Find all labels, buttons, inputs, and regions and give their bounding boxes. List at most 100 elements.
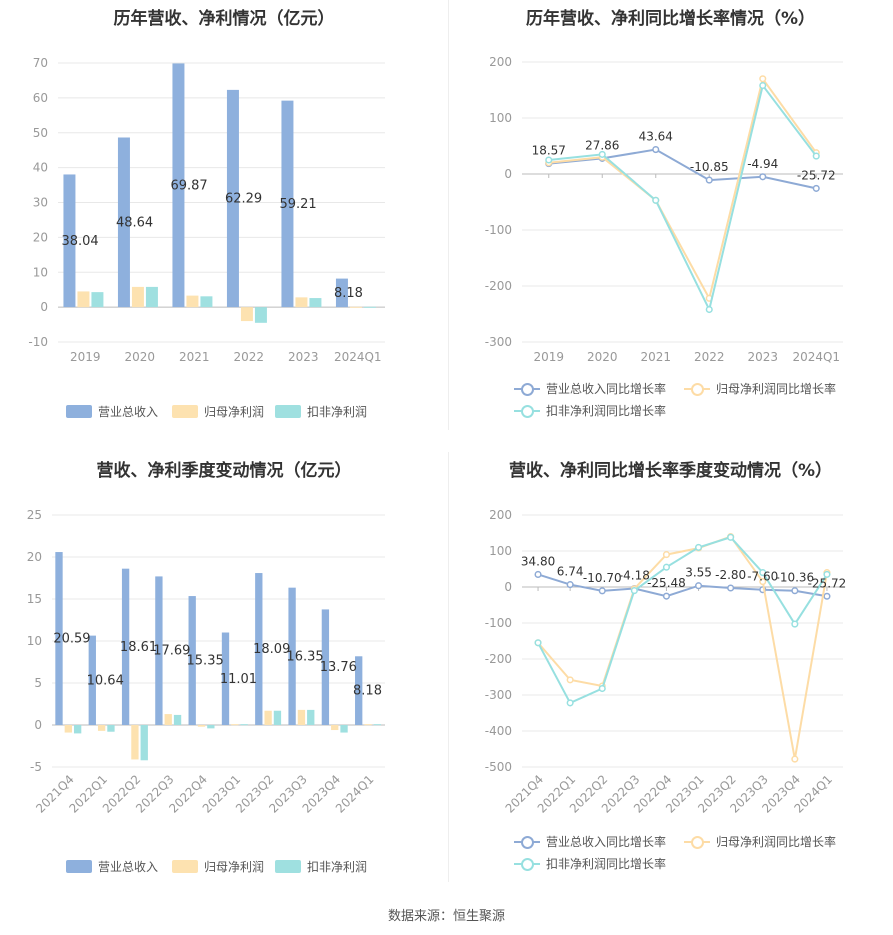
y-tick-label: 100 — [489, 111, 512, 125]
chart-title: 历年营收、净利情况（亿元） — [113, 9, 335, 29]
series-point — [759, 578, 767, 586]
y-tick-label: 25 — [27, 508, 42, 522]
series-point — [759, 75, 767, 83]
legend-label: 营业总收入同比增长率 — [546, 835, 667, 849]
legend-item[interactable]: 归母净利润同比增长率 — [684, 833, 836, 850]
x-tick-label: 2023 — [747, 350, 778, 364]
legend-label: 归母净利润 — [204, 860, 265, 874]
x-tick-label: 2020 — [587, 350, 618, 364]
legend-item[interactable]: 归母净利润 — [172, 858, 264, 875]
legend-item[interactable]: 扣非净利润同比增长率 — [514, 402, 666, 419]
legend-swatch — [172, 860, 198, 873]
bar-deducted-profit — [145, 286, 158, 308]
quarterly-growth-chart: -500-400-300-200-10001002002021Q42022Q12… — [485, 508, 847, 816]
bar-data-label: 17.69 — [153, 644, 190, 659]
bar-deducted-profit — [254, 307, 267, 323]
bar-data-label: 20.59 — [53, 632, 90, 647]
bar-net-profit — [77, 291, 90, 308]
bar-data-label: 59.21 — [279, 197, 316, 212]
y-tick-label: 200 — [489, 55, 512, 69]
legend-item[interactable]: 营业总收入同比增长率 — [514, 380, 666, 397]
legend-label: 扣非净利润同比增长率 — [546, 404, 667, 418]
legend-swatch — [172, 405, 198, 418]
series-point — [727, 584, 735, 592]
data-source-label: 数据来源：恒生聚源 — [387, 909, 505, 924]
bar-deducted-profit — [207, 725, 215, 729]
y-tick-label: -100 — [485, 223, 512, 237]
line-data-label: 27.86 — [585, 138, 619, 152]
legend-swatch — [514, 857, 540, 871]
bar-revenue — [335, 278, 348, 308]
bar-net-profit — [231, 724, 239, 726]
legend-item[interactable]: 扣非净利润同比增长率 — [514, 855, 666, 872]
line-data-label: -7.60 — [747, 570, 778, 584]
y-tick-label: 0 — [40, 300, 48, 314]
bar-data-label: 69.87 — [170, 178, 207, 193]
line-data-label: -10.85 — [690, 160, 729, 174]
annual-growth-panel: 历年营收、净利同比增长率情况（%） -300 -200 -100 0 100 200 201… — [448, 0, 893, 430]
x-tick-label: 2024Q1 — [792, 350, 840, 364]
series-point — [545, 156, 553, 164]
series-point — [695, 543, 703, 551]
y-axis: -500 -400 -300 -200 -100 0 100 200 — [485, 508, 843, 774]
line-data-label: 43.64 — [639, 130, 673, 144]
line-data-label: -4.18 — [619, 569, 650, 583]
bar-deducted-profit — [363, 306, 376, 308]
series-point — [630, 587, 638, 595]
legend-item[interactable]: 归母净利润 — [172, 403, 264, 420]
bar-deducted-profit — [73, 725, 82, 734]
series-point — [662, 592, 670, 600]
series-point — [598, 587, 606, 595]
legend-swatch — [275, 860, 301, 873]
bar-revenue — [121, 568, 130, 725]
series-point — [566, 581, 574, 589]
y-tick-label: 10 — [33, 265, 48, 279]
bar-deducted-profit — [200, 296, 213, 308]
legend-swatch — [66, 860, 92, 873]
bar-data-label: 18.09 — [253, 642, 290, 657]
bar-revenue — [226, 89, 239, 308]
legend-item[interactable]: 扣非净利润 — [275, 858, 367, 875]
legend-label: 扣非净利润 — [307, 860, 368, 874]
bar-data-label: 62.29 — [225, 192, 262, 207]
y-axis: -300 -200 -100 0 100 200 — [485, 55, 843, 349]
bar-net-profit — [97, 725, 106, 731]
bar-data-label: 48.64 — [116, 215, 153, 230]
bar-data-label: 11.01 — [220, 672, 257, 687]
bar-net-profit — [295, 297, 308, 308]
bar-revenue — [281, 100, 294, 308]
y-tick-label: 50 — [33, 126, 48, 140]
y-tick-label: 70 — [33, 56, 48, 70]
legend-item[interactable]: 扣非净利润 — [275, 403, 367, 420]
bar-data-label: 8.18 — [353, 684, 382, 699]
series-point — [823, 570, 831, 578]
y-tick-label: -200 — [485, 652, 512, 666]
series-point — [791, 620, 799, 628]
y-tick-label: 15 — [27, 592, 42, 606]
y-axis: -10 0 10 20 30 40 50 60 70 — [28, 56, 385, 349]
y-tick-label: 100 — [489, 544, 512, 558]
y-axis: -5 0 5 10 15 20 25 — [27, 508, 385, 774]
series-point — [534, 570, 542, 579]
quarterly-growth-panel: 营收、净利同比增长率季度变动情况（%） -500 -400 -300 -200 -100… — [448, 452, 893, 892]
line-data-label: 34.80 — [521, 554, 555, 568]
legend-swatch — [514, 835, 540, 849]
legend-item[interactable]: 归母净利润同比增长率 — [684, 380, 836, 397]
legend-label: 归母净利润同比增长率 — [716, 382, 837, 396]
y-tick-label: -300 — [485, 688, 512, 702]
series-point — [727, 533, 735, 541]
legend-item[interactable]: 营业总收入 — [66, 858, 158, 875]
line-data-label: -10.36 — [776, 571, 815, 585]
bars — [63, 63, 376, 323]
lines — [545, 75, 820, 314]
legend-item[interactable]: 营业总收入 — [66, 403, 158, 420]
bar-deducted-profit — [373, 724, 382, 726]
legend-swatch — [514, 404, 540, 418]
y-tick-label: -5 — [30, 760, 42, 774]
bar-data-label: 13.76 — [320, 660, 357, 675]
legend-item[interactable]: 营业总收入同比增长率 — [514, 833, 666, 850]
series-point — [705, 305, 713, 314]
bar-data-label: 8.18 — [334, 286, 363, 301]
bar-net-profit — [331, 725, 339, 731]
